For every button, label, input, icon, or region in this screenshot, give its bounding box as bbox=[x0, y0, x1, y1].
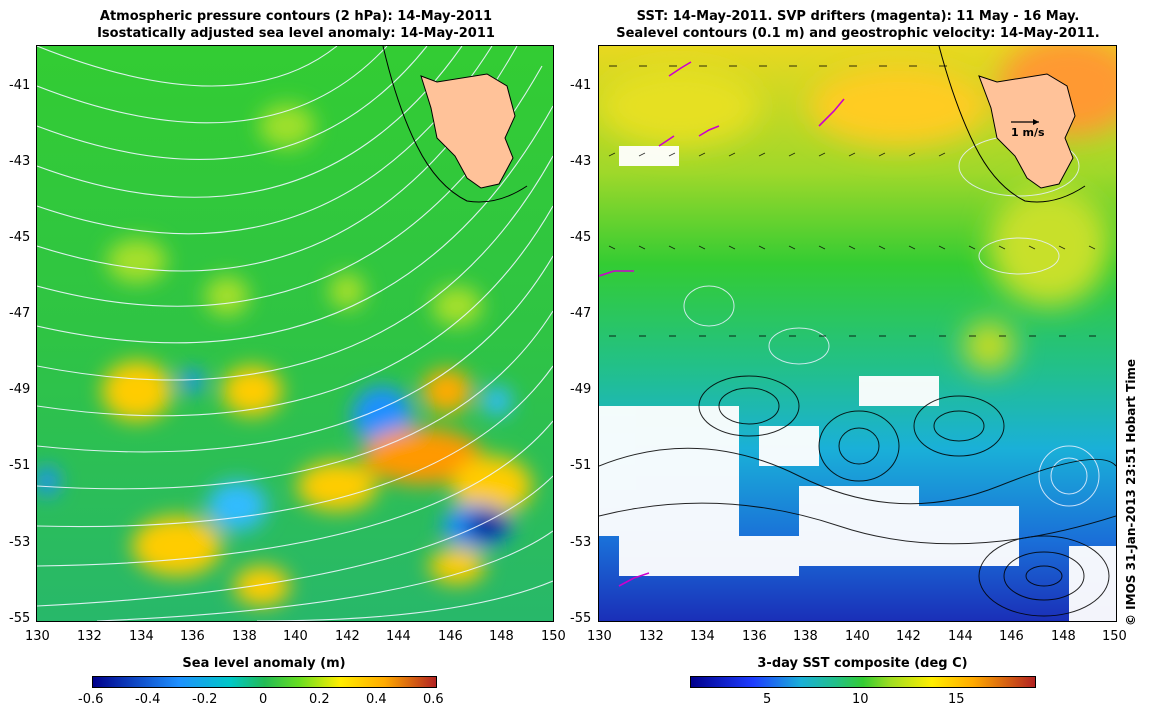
colorbar-tick: 15 bbox=[948, 692, 965, 707]
lat-tick: -51 bbox=[570, 458, 592, 473]
lon-tick: 150 bbox=[1102, 629, 1127, 644]
lat-tick: -51 bbox=[9, 458, 31, 473]
lon-tick: 146 bbox=[438, 629, 463, 644]
lon-tick: 132 bbox=[77, 629, 102, 644]
lon-tick: 140 bbox=[283, 629, 308, 644]
colorbar-tick: 0 bbox=[259, 692, 268, 707]
velocity-scale-label: 1 m/s bbox=[1011, 126, 1045, 139]
right-colorbar-title: 3-day SST composite (deg C) bbox=[757, 656, 968, 671]
lat-tick: -43 bbox=[570, 154, 592, 169]
lat-tick: -53 bbox=[9, 535, 31, 550]
lon-tick: 144 bbox=[386, 629, 411, 644]
lon-tick: 144 bbox=[948, 629, 973, 644]
left-title-line2: Isostatically adjusted sea level anomaly… bbox=[97, 26, 495, 41]
lat-tick: -49 bbox=[9, 382, 31, 397]
lon-tick: 138 bbox=[793, 629, 818, 644]
colorbar-tick: 0.4 bbox=[366, 692, 387, 707]
left-colorbar-title: Sea level anomaly (m) bbox=[182, 656, 346, 671]
lat-tick: -47 bbox=[570, 306, 592, 321]
lon-tick: 142 bbox=[335, 629, 360, 644]
lon-tick: 150 bbox=[541, 629, 566, 644]
left-title: Atmospheric pressure contours (2 hPa): 1… bbox=[36, 8, 556, 42]
left-colorbar bbox=[92, 676, 437, 688]
lon-tick: 130 bbox=[25, 629, 50, 644]
lon-tick: 140 bbox=[845, 629, 870, 644]
lon-tick: 148 bbox=[489, 629, 514, 644]
tasmania-coastline bbox=[382, 46, 528, 203]
lat-tick: -45 bbox=[9, 230, 31, 245]
colorbar-tick: -0.2 bbox=[192, 692, 218, 707]
lon-tick: 136 bbox=[742, 629, 767, 644]
lon-tick: 130 bbox=[587, 629, 612, 644]
lat-tick: -55 bbox=[9, 611, 31, 626]
right-title-line2: Sealevel contours (0.1 m) and geostrophi… bbox=[616, 26, 1100, 41]
right-title-line1: SST: 14-May-2011. SVP drifters (magenta)… bbox=[636, 9, 1080, 24]
velocity-scale-arrow bbox=[1011, 119, 1039, 125]
right-title: SST: 14-May-2011. SVP drifters (magenta)… bbox=[598, 8, 1118, 42]
colorbar-tick: -0.4 bbox=[135, 692, 161, 707]
lon-tick: 134 bbox=[129, 629, 154, 644]
sst-map: 1 m/s bbox=[598, 45, 1117, 622]
lat-tick: -41 bbox=[570, 78, 592, 93]
sea-level-anomaly-map bbox=[36, 45, 554, 622]
colorbar-tick: 5 bbox=[763, 692, 772, 707]
lat-tick: -55 bbox=[570, 611, 592, 626]
colorbar-tick: 0.6 bbox=[423, 692, 444, 707]
colorbar-tick: 10 bbox=[852, 692, 869, 707]
svp-drifter-tracks bbox=[599, 61, 845, 587]
lat-tick: -47 bbox=[9, 306, 31, 321]
lon-tick: 146 bbox=[999, 629, 1024, 644]
lat-tick: -43 bbox=[9, 154, 31, 169]
lat-tick: -53 bbox=[570, 535, 592, 550]
colorbar-tick: 0.2 bbox=[309, 692, 330, 707]
lon-tick: 136 bbox=[180, 629, 205, 644]
lat-tick: -41 bbox=[9, 78, 31, 93]
left-title-line1: Atmospheric pressure contours (2 hPa): 1… bbox=[99, 9, 493, 24]
lat-tick: -45 bbox=[570, 230, 592, 245]
lon-tick: 134 bbox=[690, 629, 715, 644]
colorbar-tick: -0.6 bbox=[78, 692, 104, 707]
lon-tick: 148 bbox=[1051, 629, 1076, 644]
right-colorbar bbox=[690, 676, 1036, 688]
tasmania-coastline bbox=[938, 46, 1086, 203]
credit-text: © IMOS 31-Jan-2013 23:51 Hobart Time bbox=[1124, 358, 1138, 626]
lat-tick: -49 bbox=[570, 382, 592, 397]
lon-tick: 142 bbox=[896, 629, 921, 644]
lon-tick: 132 bbox=[639, 629, 664, 644]
lon-tick: 138 bbox=[232, 629, 257, 644]
